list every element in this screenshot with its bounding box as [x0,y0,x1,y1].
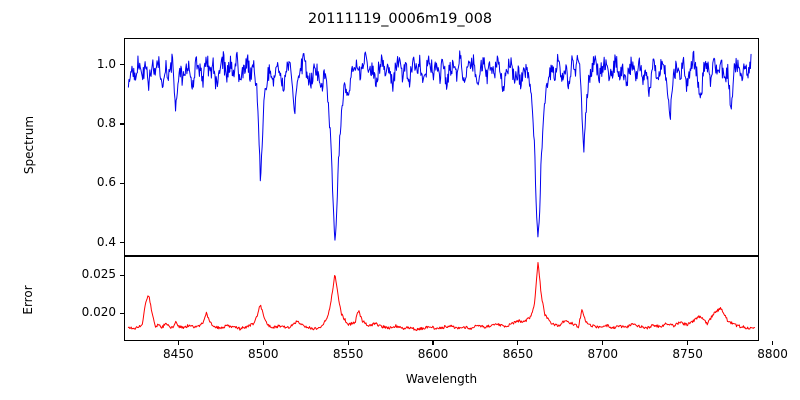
x-tick-mark [347,341,349,345]
error-y-tick-mark [120,312,124,314]
error-y-tick-label: 0.020 [81,305,116,320]
figure-title: 20111119_0006m19_008 [307,11,493,27]
spectrum-y-tick-mark [120,242,124,244]
x-tick-label: 8800 [757,347,788,361]
x-tick-label: 8450 [163,347,194,361]
x-tick-mark [432,341,434,345]
spectrum-plot-panel [124,38,759,256]
spectrum-y-tick-label: 0.4 [96,234,116,249]
spectrum-y-tick-label: 0.8 [96,116,116,130]
x-tick-mark [177,341,179,345]
x-tick-mark [602,341,604,345]
spectrum-line-series [125,39,758,255]
x-tick-label: 8700 [587,347,619,361]
x-tick-label: 8500 [247,347,279,361]
x-tick-mark [517,341,519,345]
x-tick-mark [687,341,689,345]
spectrum-y-axis-label: Spectrum [22,115,36,175]
spectrum-y-tick-label: 0.6 [96,175,116,190]
x-tick-mark [772,341,774,345]
x-tick-label: 8550 [332,347,364,361]
error-y-tick-mark [120,274,124,276]
spectrum-y-tick-label: 1.0 [96,56,116,71]
x-tick-label: 8650 [502,347,534,361]
error-line-series [125,257,758,340]
error-y-tick-label: 0.025 [81,267,116,282]
spectrum-y-tick-mark [120,182,124,184]
x-axis-label: Wavelength [405,372,478,386]
x-tick-mark [262,341,264,345]
error-y-axis-label: Error [21,285,35,315]
error-plot-panel [124,256,759,341]
spectrum-y-tick-mark [120,64,124,66]
x-tick-label: 8750 [672,347,703,361]
x-tick-label: 8600 [417,347,449,361]
spectrum-y-tick-mark [120,123,124,125]
